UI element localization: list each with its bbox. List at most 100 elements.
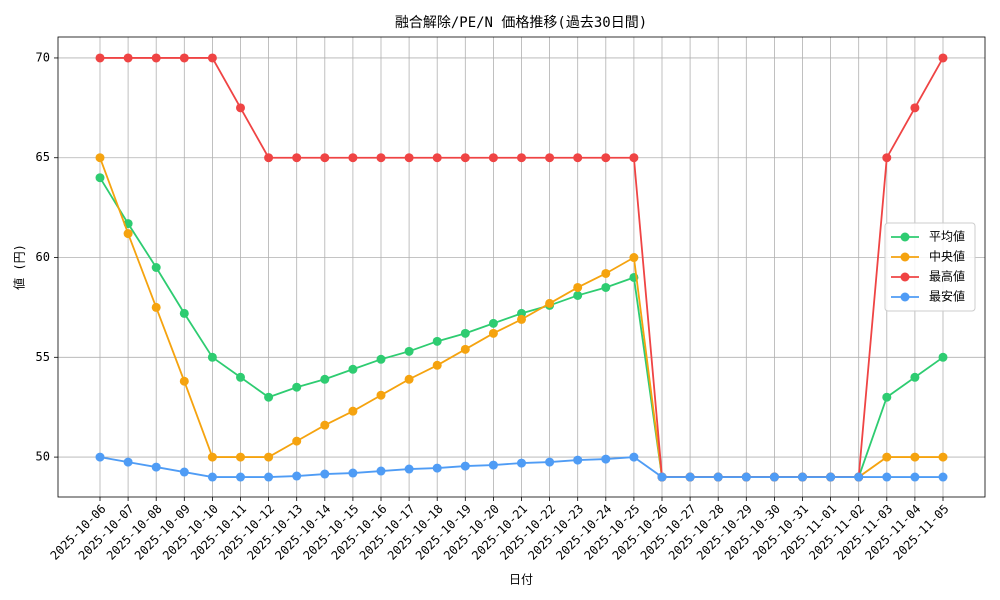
chart-title: 融合解除/PE/N 価格推移(過去30日間) bbox=[395, 15, 647, 31]
point bbox=[545, 153, 555, 163]
point bbox=[910, 452, 920, 462]
point bbox=[404, 464, 414, 474]
point bbox=[320, 153, 330, 163]
point bbox=[910, 372, 920, 382]
point bbox=[292, 471, 302, 481]
point bbox=[348, 364, 358, 374]
point bbox=[601, 282, 611, 292]
point bbox=[601, 153, 611, 163]
legend-label: 中央値 bbox=[929, 249, 965, 264]
plot-frame bbox=[57, 36, 986, 498]
point bbox=[432, 153, 442, 163]
point bbox=[488, 460, 498, 470]
point bbox=[236, 472, 245, 482]
point bbox=[376, 153, 386, 163]
point bbox=[657, 472, 667, 482]
point bbox=[460, 153, 470, 163]
point bbox=[432, 336, 442, 346]
point bbox=[95, 173, 105, 183]
point bbox=[123, 53, 133, 63]
point bbox=[488, 318, 498, 328]
y-tick-label: 50 bbox=[36, 450, 50, 464]
point bbox=[573, 290, 583, 300]
point bbox=[179, 467, 189, 477]
point bbox=[910, 103, 920, 113]
legend-marker bbox=[900, 292, 910, 302]
point bbox=[264, 452, 274, 462]
point bbox=[460, 328, 470, 338]
point bbox=[432, 463, 442, 473]
point bbox=[488, 328, 498, 338]
point bbox=[236, 103, 245, 113]
x-axis-label: 日付 bbox=[509, 573, 533, 587]
point bbox=[348, 468, 358, 478]
y-tick-label: 60 bbox=[36, 250, 50, 264]
point bbox=[404, 374, 414, 384]
point bbox=[292, 153, 302, 163]
point bbox=[910, 472, 920, 482]
point bbox=[938, 53, 948, 63]
point bbox=[348, 406, 358, 416]
point bbox=[320, 374, 330, 384]
point bbox=[207, 352, 217, 362]
point bbox=[629, 153, 639, 163]
point bbox=[460, 344, 470, 354]
point bbox=[207, 452, 217, 462]
point bbox=[882, 472, 892, 482]
point bbox=[685, 472, 695, 482]
point bbox=[488, 153, 498, 163]
point bbox=[151, 462, 161, 472]
point bbox=[938, 452, 948, 462]
point bbox=[938, 472, 948, 482]
y-axis-label: 値 (円) bbox=[12, 244, 27, 290]
point bbox=[404, 346, 414, 356]
point bbox=[320, 469, 330, 479]
point bbox=[798, 472, 807, 482]
point bbox=[432, 360, 442, 370]
point bbox=[545, 457, 555, 467]
point bbox=[264, 392, 274, 402]
point bbox=[95, 452, 105, 462]
point bbox=[938, 352, 948, 362]
point bbox=[236, 372, 245, 382]
point bbox=[376, 390, 386, 400]
point bbox=[348, 153, 358, 163]
point bbox=[123, 457, 133, 467]
point bbox=[179, 308, 189, 318]
legend-marker bbox=[900, 272, 910, 282]
legend-label: 最高値 bbox=[929, 269, 965, 284]
point bbox=[573, 153, 583, 163]
point bbox=[882, 392, 892, 402]
point bbox=[236, 452, 245, 462]
legend-label: 最安値 bbox=[929, 289, 965, 304]
point bbox=[629, 253, 639, 263]
point bbox=[404, 153, 414, 163]
point bbox=[320, 420, 330, 430]
point bbox=[517, 314, 526, 324]
point bbox=[95, 153, 105, 163]
point bbox=[95, 53, 105, 63]
legend-box bbox=[884, 222, 976, 312]
point bbox=[601, 268, 611, 278]
point bbox=[292, 436, 302, 446]
point bbox=[264, 153, 274, 163]
point bbox=[769, 472, 779, 482]
point bbox=[151, 262, 161, 272]
point bbox=[460, 461, 470, 471]
point bbox=[151, 53, 161, 63]
point bbox=[573, 455, 583, 465]
point bbox=[376, 354, 386, 364]
point bbox=[151, 302, 161, 312]
point bbox=[854, 472, 864, 482]
point bbox=[545, 298, 555, 308]
point bbox=[629, 452, 639, 462]
point bbox=[882, 153, 892, 163]
point bbox=[179, 376, 189, 386]
point bbox=[713, 472, 723, 482]
point bbox=[179, 53, 189, 63]
point bbox=[741, 472, 751, 482]
y-tick-label: 55 bbox=[36, 350, 50, 364]
point bbox=[601, 454, 611, 464]
point bbox=[207, 53, 217, 63]
